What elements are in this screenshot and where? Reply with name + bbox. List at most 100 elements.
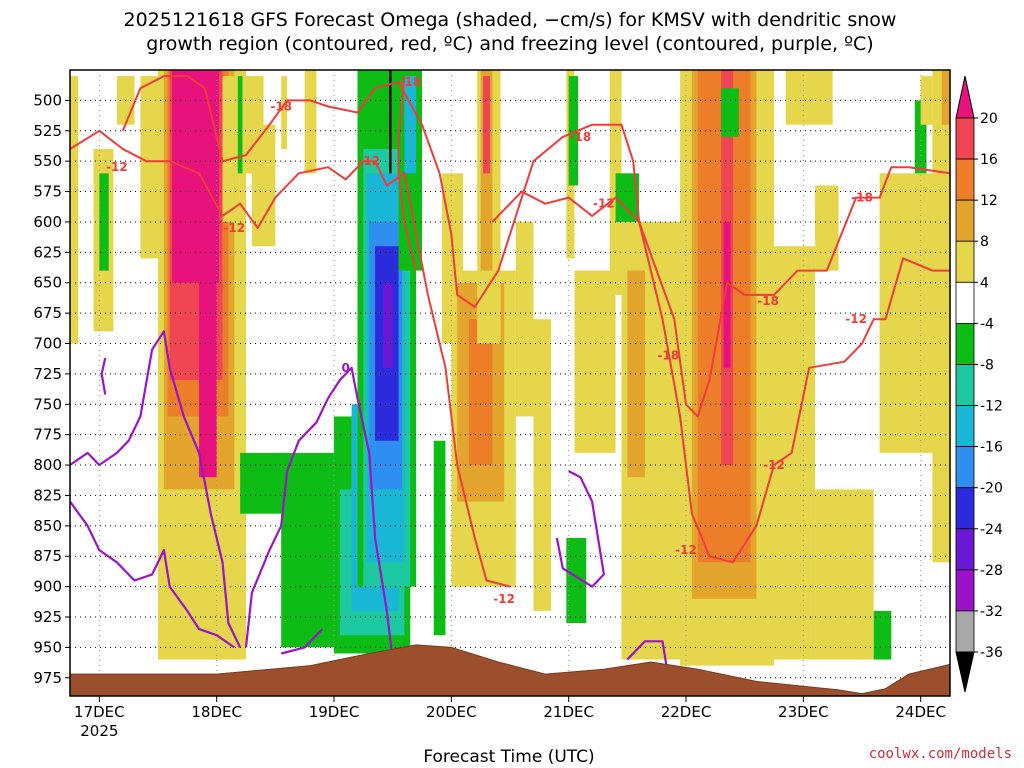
y-tick-label: 775 <box>33 426 62 444</box>
y-tick-label: 925 <box>33 608 62 626</box>
colorbar-bottom-cap <box>955 651 975 693</box>
dgz-contour-label: -18 <box>570 130 592 144</box>
colorbar-segment <box>955 158 975 201</box>
x-tick-label: 17DEC <box>74 703 125 721</box>
y-tick-label: 625 <box>33 243 62 261</box>
omega-cell <box>574 270 616 453</box>
y-tick-label: 650 <box>33 274 62 292</box>
omega-cell <box>873 610 892 660</box>
omega-cell <box>815 489 874 660</box>
colorbar-label: -28 <box>980 563 1003 579</box>
x-tick-label: 24DEC <box>895 703 946 721</box>
colorbar-segment <box>955 199 975 242</box>
freezing-contour-line <box>70 330 242 648</box>
freezing-contour-line <box>555 470 605 588</box>
colorbar-label: 20 <box>980 111 998 127</box>
omega-cell <box>566 537 587 624</box>
freezing-contour-line <box>70 500 235 649</box>
omega-cell <box>615 173 640 222</box>
colorbar-segment <box>955 364 975 406</box>
y-tick-label: 500 <box>33 91 62 109</box>
omega-shading <box>70 70 950 666</box>
omega-cell <box>404 76 417 174</box>
chart-title-line-1: 2025121618 GFS Forecast Omega (shaded, −… <box>124 9 897 31</box>
y-tick-label: 525 <box>33 122 62 140</box>
omega-cell <box>383 282 393 368</box>
freezing-contour-line <box>626 640 670 678</box>
omega-cell <box>389 70 392 174</box>
y-tick-label: 975 <box>33 669 62 687</box>
terrain <box>70 644 950 696</box>
omega-cell <box>568 76 579 186</box>
dgz-contour-label: -18 <box>851 191 873 205</box>
colorbar-label: -16 <box>980 440 1003 456</box>
omega-cell <box>885 379 898 441</box>
y-tick-label: 875 <box>33 547 62 565</box>
dgz-contour-label: -18 <box>658 349 680 363</box>
dgz-contour-label: -12 <box>358 154 380 168</box>
omega-cell <box>99 173 109 271</box>
y-tick-label: 550 <box>33 152 62 170</box>
dgz-contour-label: -12 <box>493 592 515 606</box>
x-tick-label: 20DEC <box>426 703 477 721</box>
omega-cell <box>627 270 645 478</box>
credit-text: coolwx.com/models <box>869 746 1012 762</box>
x-tick-sublabel: 2025 <box>80 722 118 740</box>
x-tick-label: 23DEC <box>778 703 829 721</box>
y-tick-label: 725 <box>33 365 62 383</box>
colorbar-label: 12 <box>980 193 998 209</box>
omega-cell <box>515 221 534 417</box>
omega-cell <box>251 124 276 247</box>
freezing-contours: 0 <box>70 330 670 678</box>
colorbar-label: -12 <box>980 399 1003 415</box>
omega-cell <box>941 70 950 125</box>
omega-cell <box>932 70 950 563</box>
omega-cell <box>240 452 288 514</box>
dgz-contour-label: -12 <box>675 543 697 557</box>
colorbar-segment <box>955 322 975 365</box>
dgz-contour-line <box>397 76 418 271</box>
dgz-contour-label: -18 <box>270 99 292 113</box>
chart-title-line-2: growth region (contoured, red, ºC) and f… <box>146 33 873 55</box>
omega-cell <box>70 76 79 344</box>
omega-cell <box>815 185 839 271</box>
x-axis-label: Forecast Time (UTC) <box>423 747 594 767</box>
x-tick-label: 21DEC <box>543 703 594 721</box>
y-tick-label: 800 <box>33 456 62 474</box>
dgz-contour-line <box>121 75 950 418</box>
y-tick-label: 700 <box>33 334 62 352</box>
y-tick-label: 750 <box>33 395 62 413</box>
colorbar-segment <box>955 405 975 448</box>
plot-frame <box>69 69 951 697</box>
y-axis: 500 525 550 575 600 625 650 675 700 725 750 775 800 8… <box>33 91 70 687</box>
terrain-fill <box>70 644 950 696</box>
omega-cell <box>785 70 833 125</box>
colorbar-label: 4 <box>980 275 989 291</box>
colorbar-label: -32 <box>980 604 1003 620</box>
omega-cell <box>433 440 446 636</box>
colorbar-segment <box>955 528 975 571</box>
dgz-contours: -12 -12 -12 -12 -12 -12 -12 -12 -18 -18 -18 -18 -18 -… <box>70 75 950 606</box>
y-tick-label: 950 <box>33 638 62 656</box>
dgz-contour-label: -12 <box>845 312 867 326</box>
dgz-contour-label: -18 <box>399 75 421 89</box>
colorbar-label: -4 <box>980 316 994 332</box>
omega-cell <box>721 88 739 137</box>
freezing-contour-line <box>280 628 324 655</box>
dgz-contour-label: -18 <box>757 294 779 308</box>
omega-cell <box>222 76 235 222</box>
dgz-contour-label: -12 <box>106 160 128 174</box>
colorbar-label: -36 <box>980 645 1003 661</box>
omega-cell <box>199 282 217 478</box>
omega-cell <box>281 76 288 150</box>
colorbar-label: -20 <box>980 481 1003 497</box>
omega-cell <box>920 76 933 125</box>
colorbar-segment <box>955 446 975 489</box>
colorbar-segment <box>955 117 975 160</box>
colorbar-label: 8 <box>980 234 989 250</box>
omega-cell <box>723 221 731 368</box>
y-tick-label: 675 <box>33 304 62 322</box>
omega-cell <box>468 319 493 466</box>
